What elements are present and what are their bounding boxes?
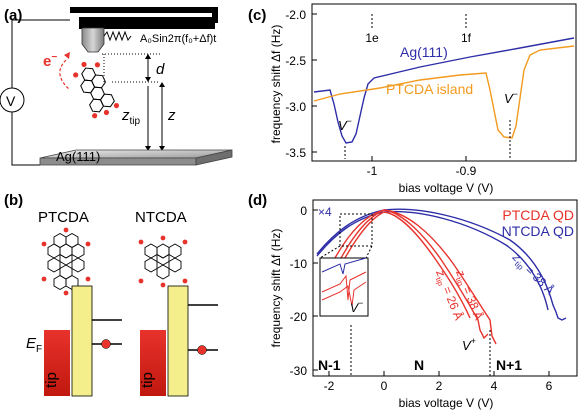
ytick-label: -20	[290, 310, 308, 324]
barrier-2	[167, 285, 189, 397]
inset-vminus: V−	[350, 298, 363, 315]
surface-label: Ag(111)	[56, 149, 100, 164]
panel-b-label: (b)	[4, 192, 23, 209]
series-ptcda-26-b	[344, 211, 471, 319]
zoom-connector	[365, 245, 373, 259]
barrier-1	[71, 285, 93, 397]
afm-tip	[81, 27, 105, 53]
xtick-label: 4	[491, 379, 498, 393]
ytick-label: -3.0	[285, 100, 306, 114]
ztip-label: ztip	[121, 107, 141, 127]
series-label-ptcda: PTCDA island	[386, 81, 473, 97]
series-ag111	[313, 37, 575, 144]
voltage-label: V	[6, 93, 16, 109]
xtick-label: -2	[324, 379, 335, 393]
ytick-label: -10	[290, 257, 308, 271]
zoom-region	[339, 213, 373, 247]
region-n: N	[414, 357, 424, 373]
chart-c-frame	[311, 3, 577, 162]
mol2-label: NTCDA	[135, 209, 187, 226]
series-ntcda-38-b	[316, 210, 549, 311]
panel-b: (b) PTCDA NTCDA	[4, 192, 218, 397]
xtick-label: 0	[381, 379, 388, 393]
marker-1f: 1f	[461, 31, 472, 45]
mol1-label: PTCDA	[38, 209, 89, 226]
region-n-1: N-1	[318, 357, 341, 373]
panel-a-label: (a)	[4, 7, 22, 24]
spring-icon	[103, 30, 132, 42]
series-ptcda	[313, 45, 575, 139]
panel-a: (a) A₀Sin2π(f₀+Δf)t e−	[0, 7, 233, 166]
ag-surface-side	[195, 149, 233, 166]
panel-d: (d) 0 -10 -20 -30 -2 0 2 4 6 bias voltag…	[248, 192, 578, 410]
vminus-label: V−	[504, 89, 518, 106]
ytick-label: -2.0	[285, 8, 306, 22]
marker-1e: 1e	[365, 31, 379, 45]
vplus-label: V+	[462, 336, 476, 353]
electron-label: e−	[43, 52, 57, 70]
ztip-blue: ztip = 38 Å	[508, 249, 558, 299]
d-label: d	[156, 61, 165, 78]
inset-red	[321, 271, 367, 301]
fermi-label: EF	[26, 335, 42, 355]
x4-label: ×4	[318, 205, 332, 219]
series-ntcda-38	[316, 208, 567, 321]
chart-d-frame	[312, 199, 578, 377]
ptcda-structure-icon	[41, 227, 91, 296]
ytick-label: -2.5	[285, 54, 306, 68]
electron-arrowhead	[64, 52, 70, 59]
xtick-label: 6	[546, 379, 553, 393]
electron-dot-1	[101, 339, 111, 349]
inset-red-b	[321, 281, 367, 307]
series-ptcda-26	[339, 209, 489, 340]
tip-label-2: tip	[139, 372, 156, 388]
tip-block-1	[44, 330, 70, 396]
legend-ntcda: NTCDA QD	[502, 223, 574, 239]
series-label-ag: Ag(111)	[400, 44, 448, 60]
electron-dot-2	[197, 345, 207, 355]
series-ptcda-38	[334, 209, 497, 345]
ytick-label: 0	[300, 204, 307, 218]
cantilever	[70, 7, 218, 29]
chart-c-yticks	[312, 13, 317, 153]
xtick-label: -0.9	[456, 164, 477, 178]
inset-blue	[321, 257, 367, 275]
electron-arrow	[59, 59, 71, 91]
panel-d-label: (d)	[248, 192, 267, 209]
y-axis-label: frequency shift Δf (Hz)	[269, 229, 283, 348]
tip-block-2	[140, 330, 166, 396]
ntcda-structure-icon	[138, 235, 188, 288]
y-axis-label: frequency shift Δf (Hz)	[269, 25, 283, 144]
panel-c: (c) -2.0 -2.5 -3.0 -3.5 -1 -0.9 bias vol…	[248, 3, 577, 195]
xtick-label: -1	[367, 164, 378, 178]
legend-ptcda: PTCDA QD	[502, 207, 574, 223]
tip-label-1: tip	[43, 372, 60, 388]
vminus-label: V−	[338, 116, 352, 133]
xtick-label: 2	[436, 379, 443, 393]
panel-c-label: (c)	[248, 7, 266, 24]
ytick-label: -3.5	[285, 146, 306, 160]
region-n+1: N+1	[496, 357, 522, 373]
x-axis-label: bias voltage V (V)	[399, 181, 494, 195]
molecule-icon	[73, 61, 120, 119]
voltage-source-icon	[0, 87, 25, 113]
x-axis-label: bias voltage V (V)	[399, 396, 494, 410]
oscillation-formula: A₀Sin2π(f₀+Δf)t	[140, 33, 216, 45]
z-label: z	[167, 107, 176, 124]
ytick-label: -30	[290, 364, 308, 378]
